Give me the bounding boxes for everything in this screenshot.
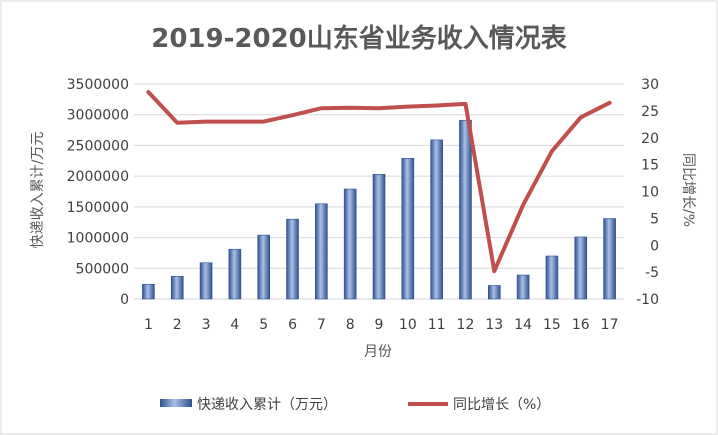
y-tick-label: 2500000	[67, 138, 129, 154]
x-tick-label: 8	[346, 317, 355, 333]
x-tick-label: 10	[399, 317, 417, 333]
y2-tick-label: -10	[636, 292, 659, 308]
x-axis-label: 月份	[364, 344, 392, 360]
line-series	[146, 90, 612, 274]
legend-bar-label: 快递收入累计（万元）	[197, 397, 337, 413]
y2-tick-label: 0	[650, 238, 659, 254]
y-tick-label: 3000000	[67, 108, 129, 124]
y-axis-label: 快递收入累计/万元	[30, 132, 46, 249]
bar	[199, 262, 213, 300]
y2-tick-label: 25	[641, 104, 659, 120]
chart-title: 2019-2020山东省业务收入情况表	[151, 23, 568, 54]
bar	[142, 283, 155, 300]
y-tick-label: 1500000	[67, 200, 129, 216]
y-tick-label: 0	[120, 292, 129, 308]
x-tick-label: 4	[230, 317, 239, 333]
bar	[228, 248, 242, 300]
x-tick-label: 17	[601, 317, 619, 333]
y-tick-label: 2000000	[67, 169, 129, 185]
legend-line-label: 同比增长（%）	[453, 397, 550, 413]
y2-tick-label: 30	[641, 77, 659, 93]
x-tick-label: 13	[485, 317, 503, 333]
x-tick-label: 15	[543, 317, 561, 333]
bar	[487, 285, 501, 300]
right-axis-ticks: -10 -5 0 5 10 15 20 25 30	[636, 77, 659, 308]
bar	[170, 275, 184, 300]
y2-axis-label: 同比增长/%	[680, 153, 696, 227]
y2-tick-label: -5	[645, 265, 659, 281]
x-tick-label: 16	[572, 317, 590, 333]
x-tick-label: 11	[428, 317, 446, 333]
x-tick-label: 1	[144, 317, 153, 333]
x-axis-ticks: 1 2 3 4 5 6 7 8 9 10 11 12 13 14 15 16 17	[144, 317, 619, 333]
bar	[401, 158, 415, 300]
x-tick-label: 7	[317, 317, 326, 333]
bar	[315, 203, 328, 300]
y2-tick-label: 15	[641, 158, 659, 174]
bar	[372, 174, 386, 300]
x-tick-label: 2	[173, 317, 182, 333]
x-tick-label: 9	[375, 317, 384, 333]
y-tick-label: 500000	[76, 261, 129, 277]
y-tick-label: 3500000	[67, 77, 129, 93]
y2-tick-label: 10	[641, 185, 659, 201]
bar-series	[142, 119, 616, 300]
legend-bar-swatch	[160, 399, 192, 407]
bar	[343, 188, 357, 300]
bar	[516, 274, 530, 300]
x-tick-label: 6	[288, 317, 297, 333]
bar	[574, 236, 588, 300]
x-tick-label: 5	[259, 317, 268, 333]
legend: 快递收入累计（万元） 同比增长（%）	[160, 397, 550, 413]
bar	[257, 234, 271, 300]
growth-line	[146, 90, 612, 274]
bar	[545, 255, 559, 300]
bar	[459, 119, 472, 300]
y-tick-label: 1000000	[67, 231, 129, 247]
bar	[430, 139, 443, 300]
bar	[286, 218, 299, 300]
x-tick-label: 14	[514, 317, 532, 333]
x-tick-label: 12	[457, 317, 475, 333]
y2-tick-label: 20	[641, 131, 659, 147]
bar	[603, 218, 616, 300]
x-tick-label: 3	[202, 317, 211, 333]
y2-tick-label: 5	[650, 211, 659, 227]
left-axis-ticks: 0 500000 1000000 1500000 2000000 2500000 30000…	[67, 77, 129, 308]
